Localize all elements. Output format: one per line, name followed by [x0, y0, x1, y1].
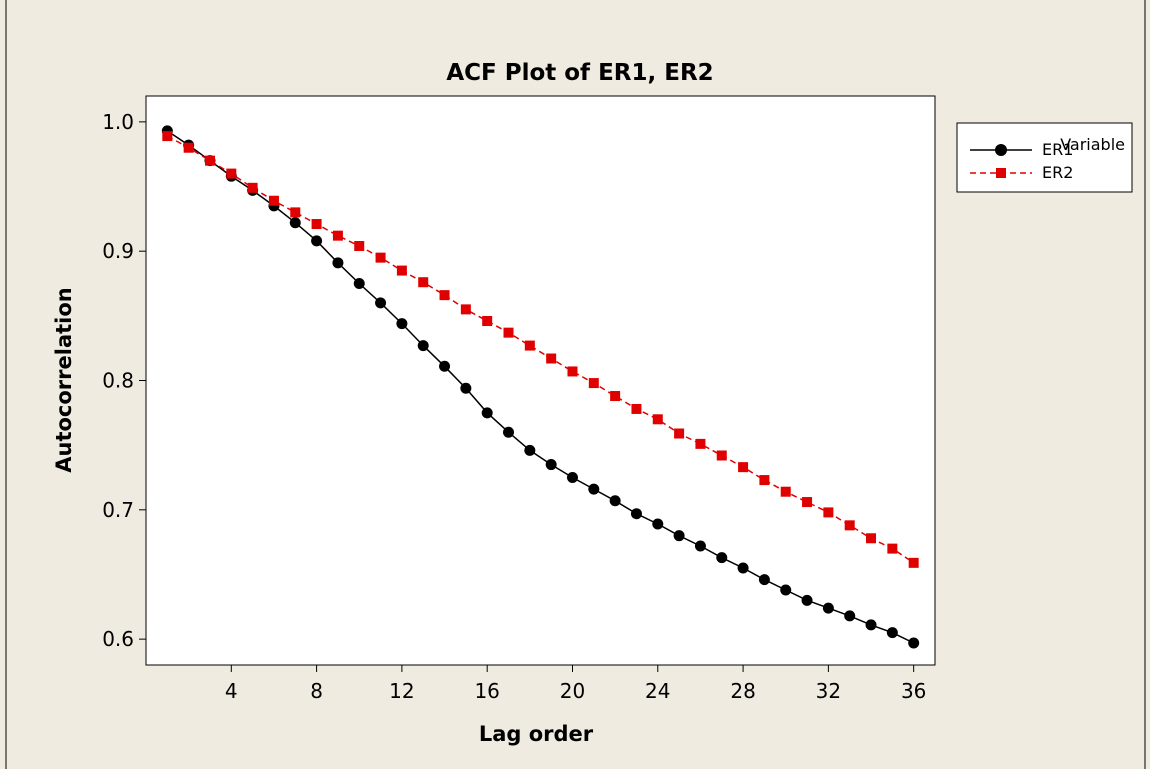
data-point-er1: [844, 610, 856, 622]
data-point-er1: [609, 495, 621, 507]
data-point-er2: [631, 403, 642, 414]
data-point-er1: [673, 530, 685, 542]
legend: Variable ER1 ER2: [956, 122, 1133, 193]
data-point-er2: [738, 462, 749, 473]
data-point-er1: [801, 594, 813, 606]
series-layer: [161, 125, 920, 649]
data-point-er1: [716, 552, 728, 564]
data-point-er2: [695, 438, 706, 449]
data-point-er2: [759, 475, 770, 486]
data-point-er2: [311, 219, 322, 230]
data-point-er1: [588, 483, 600, 495]
data-point-er2: [354, 241, 365, 252]
data-point-er2: [546, 353, 557, 364]
legend-title: Variable: [1060, 135, 1125, 154]
data-point-er2: [460, 304, 471, 315]
data-point-er1: [524, 444, 536, 456]
data-point-er1: [396, 318, 408, 330]
data-point-er1: [822, 602, 834, 614]
data-point-er2: [482, 316, 493, 327]
data-point-er2: [290, 207, 301, 218]
data-point-er1: [332, 257, 344, 269]
y-axis: 0.6 0.7 0.8 0.9 1.0: [102, 110, 146, 651]
x-axis-title: Lag order: [479, 722, 594, 746]
data-point-er2: [418, 277, 429, 288]
plot-area: [145, 95, 936, 666]
data-point-er2: [204, 155, 215, 166]
data-point-er1: [737, 562, 749, 574]
data-point-er2: [780, 486, 791, 497]
data-point-er1: [375, 297, 387, 309]
data-point-er2: [652, 414, 663, 425]
data-point-er1: [311, 235, 323, 247]
data-point-er2: [610, 391, 621, 402]
legend-label-er2: ER2: [1042, 163, 1073, 182]
x-tick-label: 12: [389, 679, 414, 703]
series-er2: [162, 131, 919, 568]
data-point-er1: [694, 540, 706, 552]
data-point-er2: [503, 327, 514, 338]
data-point-er2: [268, 195, 279, 206]
data-point-er2: [674, 428, 685, 439]
y-tick-label: 0.8: [102, 369, 134, 393]
data-point-er2: [716, 450, 727, 461]
x-axis: 4 8 12 16 20 24 28 32 36: [225, 665, 926, 703]
legend-box: [956, 122, 1133, 193]
legend-marker-er2: [996, 168, 1006, 178]
series-er1: [161, 125, 920, 649]
y-tick-label: 0.7: [102, 498, 134, 522]
data-point-er1: [481, 407, 493, 419]
data-point-er1: [780, 584, 792, 596]
data-point-er1: [353, 278, 365, 290]
data-point-er2: [332, 230, 343, 241]
data-point-er2: [823, 507, 834, 518]
data-point-er1: [566, 471, 578, 483]
data-point-er1: [417, 340, 429, 352]
data-point-er2: [908, 557, 919, 568]
y-tick-label: 0.6: [102, 627, 134, 651]
data-point-er2: [802, 497, 813, 508]
data-point-er2: [844, 520, 855, 531]
data-point-er1: [908, 637, 920, 649]
data-point-er2: [183, 142, 194, 153]
data-point-er2: [887, 543, 898, 554]
data-point-er1: [289, 217, 301, 229]
data-point-er2: [439, 290, 450, 301]
x-tick-label: 36: [901, 679, 926, 703]
x-tick-label: 32: [816, 679, 841, 703]
x-tick-label: 20: [560, 679, 585, 703]
data-point-er1: [652, 518, 664, 530]
data-point-er2: [396, 265, 407, 276]
y-axis-title: Autocorrelation: [52, 287, 76, 472]
data-point-er2: [866, 533, 877, 544]
data-point-er1: [460, 382, 472, 394]
x-tick-label: 16: [474, 679, 499, 703]
data-point-er1: [545, 459, 557, 471]
data-point-er2: [226, 168, 237, 179]
data-point-er1: [630, 508, 642, 520]
data-point-er2: [375, 252, 386, 263]
x-tick-label: 4: [225, 679, 238, 703]
y-tick-label: 0.9: [102, 239, 134, 263]
x-tick-label: 24: [645, 679, 670, 703]
data-point-er1: [865, 619, 877, 631]
data-point-er1: [886, 627, 898, 639]
x-tick-label: 28: [730, 679, 755, 703]
data-point-er1: [439, 360, 451, 372]
chart-title: ACF Plot of ER1, ER2: [446, 60, 713, 86]
y-tick-label: 1.0: [102, 110, 134, 134]
data-point-er2: [567, 366, 578, 377]
data-point-er2: [162, 131, 173, 142]
legend-marker-er1: [995, 144, 1007, 156]
data-point-er2: [247, 182, 258, 193]
x-tick-label: 8: [310, 679, 323, 703]
legend-label-er1: ER1: [1042, 140, 1073, 159]
data-point-er1: [503, 426, 515, 438]
data-point-er2: [588, 378, 599, 389]
data-point-er2: [524, 340, 535, 351]
data-point-er1: [758, 574, 770, 586]
